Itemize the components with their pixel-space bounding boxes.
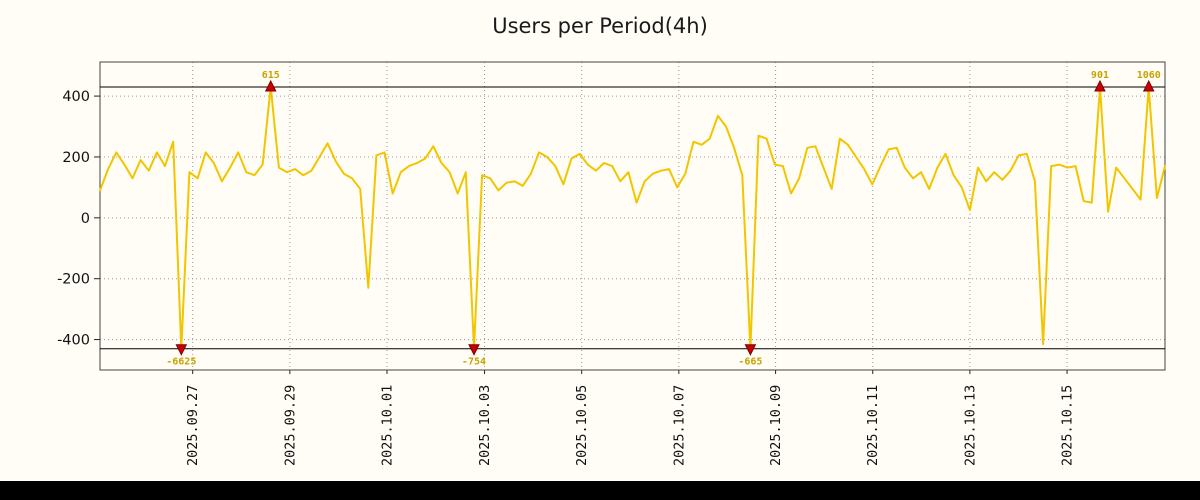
series-line xyxy=(99,86,1166,350)
footer-bar xyxy=(0,481,1200,500)
plot-border xyxy=(99,61,1166,371)
x-tick-label: 2025.09.29 xyxy=(282,385,298,466)
spike-label: -754 xyxy=(462,357,486,368)
spike-label: -6625 xyxy=(166,357,196,368)
y-tick-label: 200 xyxy=(62,150,90,166)
x-tick-label: 2025.10.11 xyxy=(865,385,881,466)
spike-marker-up xyxy=(1094,79,1106,92)
spike-marker-up xyxy=(1142,79,1155,92)
x-tick-label: 2025.10.15 xyxy=(1060,385,1076,466)
spike-marker-down xyxy=(744,344,757,356)
y-tick-label: 400 xyxy=(62,89,90,105)
spike-marker-up xyxy=(264,79,277,92)
x-tick-label: 2025.10.07 xyxy=(671,385,687,466)
spike-marker-down xyxy=(175,344,188,356)
spike-marker-down xyxy=(468,344,480,356)
spike-label: 615 xyxy=(262,70,280,81)
y-tick-label: -200 xyxy=(57,272,90,288)
x-tick-label: 2025.10.09 xyxy=(768,385,784,466)
chart-title: Users per Period(4h) xyxy=(492,14,708,38)
spike-label: 1060 xyxy=(1137,70,1161,81)
x-tick-label: 2025.10.01 xyxy=(379,385,395,466)
x-tick-label: 2025.10.13 xyxy=(962,385,978,466)
x-tick-label: 2025.10.03 xyxy=(477,385,493,466)
x-tick-label: 2025.10.05 xyxy=(574,385,590,466)
spike-label: -665 xyxy=(738,357,762,368)
x-tick-label: 2025.09.27 xyxy=(185,385,201,466)
spike-label: 901 xyxy=(1091,70,1109,81)
y-tick-label: 0 xyxy=(81,211,90,227)
y-tick-label: -400 xyxy=(57,333,90,349)
